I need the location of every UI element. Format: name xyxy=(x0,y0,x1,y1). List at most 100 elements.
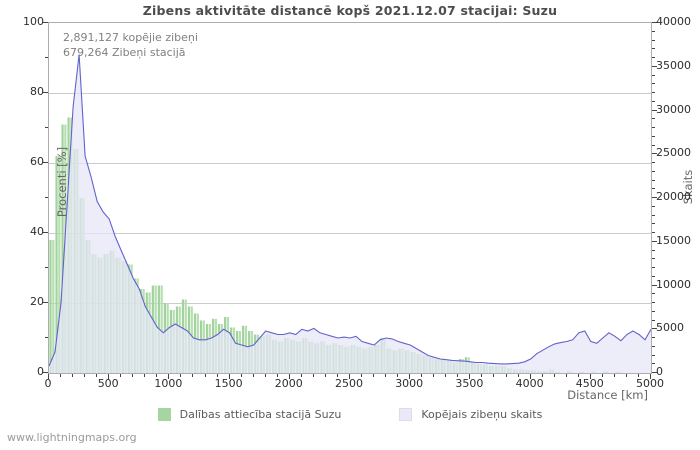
x-tick xyxy=(433,374,435,377)
y-right-tick-label: 30000 xyxy=(656,102,691,116)
x-tick xyxy=(180,374,182,377)
y-left-tick xyxy=(45,57,48,58)
legend: Dalības attiecība stacijā Suzu Kopējais … xyxy=(0,408,700,421)
x-tick xyxy=(650,374,651,379)
x-tick-label: 4500 xyxy=(575,377,604,390)
x-tick xyxy=(493,374,495,377)
x-tick xyxy=(288,374,290,379)
y-right-tick xyxy=(652,284,657,286)
y-right-tick xyxy=(652,267,655,268)
y-right-tick xyxy=(652,205,655,207)
y-right-tick xyxy=(652,345,655,347)
y-right-tick xyxy=(652,30,655,32)
x-tick-label: 5000 xyxy=(636,377,664,390)
x-tick xyxy=(192,374,194,377)
y-right-tick xyxy=(652,57,655,58)
x-tick xyxy=(589,374,591,379)
x-tick xyxy=(60,374,62,377)
y-right-tick xyxy=(652,363,655,365)
y-right-tick xyxy=(652,354,655,356)
plot-svg xyxy=(49,54,651,373)
x-tick xyxy=(445,374,447,377)
y-right-tick xyxy=(652,74,655,76)
y-right-tick-label: 35000 xyxy=(656,58,691,72)
x-tick xyxy=(457,374,459,377)
y-right-tick xyxy=(652,39,655,41)
x-tick xyxy=(577,374,579,377)
y-right-tick xyxy=(652,22,657,23)
x-tick-label: 3500 xyxy=(455,377,484,390)
y-left-tick xyxy=(43,22,48,23)
chart-title: Zibens aktivitāte distancē kopš 2021.12.… xyxy=(142,3,558,18)
y-right-tick xyxy=(652,144,655,146)
x-tick xyxy=(132,374,134,377)
lavender-swatch-icon xyxy=(399,408,413,421)
y-left-tick xyxy=(43,302,48,303)
x-tick-label: 2000 xyxy=(274,377,303,390)
y-right-tick xyxy=(652,302,655,303)
x-tick xyxy=(252,374,254,377)
legend-label: Dalības attiecība stacijā Suzu xyxy=(179,408,342,421)
watermark: www.lightningmaps.org xyxy=(7,431,137,444)
x-tick xyxy=(349,374,350,379)
x-tick xyxy=(397,374,399,377)
y-left-tick-label: 40 xyxy=(30,225,44,238)
y-left-tick xyxy=(43,162,48,163)
x-tick xyxy=(72,374,74,377)
y-right-tick xyxy=(652,153,657,155)
legend-item-station-ratio: Dalības attiecība stacijā Suzu xyxy=(157,408,342,421)
x-tick-label: 4000 xyxy=(515,377,544,390)
y-right-tick xyxy=(652,249,655,251)
x-tick xyxy=(96,374,98,377)
y-right-tick xyxy=(652,372,657,373)
x-tick xyxy=(409,374,411,379)
x-tick xyxy=(204,374,206,377)
x-tick-label: 500 xyxy=(97,377,119,390)
x-tick xyxy=(48,374,49,379)
x-tick xyxy=(336,374,338,377)
x-tick xyxy=(144,374,146,377)
y-right-tick xyxy=(652,337,655,338)
y-left-tick xyxy=(45,267,48,268)
y-left-tick xyxy=(43,92,48,93)
x-tick xyxy=(637,374,639,377)
y-right-tick xyxy=(652,328,657,330)
y-left-tick-label: 80 xyxy=(30,85,44,98)
y-right-tick xyxy=(652,127,655,128)
plot-area: 2,891,127 kopējie zibeņi 679,264 Zibeņi … xyxy=(48,22,652,374)
y-right-tick xyxy=(652,240,657,242)
x-tick xyxy=(385,374,387,377)
y-right-tick xyxy=(652,162,655,163)
x-tick xyxy=(625,374,627,377)
y-right-tick-label: 40000 xyxy=(656,15,691,28)
x-tick xyxy=(120,374,122,377)
x-tick xyxy=(505,374,507,377)
y-right-tick xyxy=(652,275,655,277)
x-tick xyxy=(108,374,110,379)
y-right-tick-label: 0 xyxy=(656,365,663,378)
x-tick-label: 3000 xyxy=(395,377,424,390)
x-tick xyxy=(517,374,519,377)
gridline xyxy=(49,303,651,304)
y-right-tick xyxy=(652,170,655,172)
x-tick xyxy=(312,374,314,377)
x-tick xyxy=(421,374,423,377)
y-right-tick xyxy=(652,109,657,111)
y-right-tick xyxy=(652,83,655,85)
y-right-tick xyxy=(652,179,655,181)
x-tick-label: 1000 xyxy=(154,377,183,390)
y-right-tick-label: 15000 xyxy=(656,233,691,247)
x-tick xyxy=(529,374,531,379)
y-right-tick-label: 25000 xyxy=(656,146,691,160)
x-tick xyxy=(553,374,555,377)
line-series-total-count xyxy=(49,54,651,367)
gridline xyxy=(49,233,651,234)
y-left-tick xyxy=(45,127,48,128)
y-left-tick xyxy=(43,232,48,233)
gridline xyxy=(49,163,651,164)
green-swatch-icon xyxy=(157,408,171,421)
x-tick xyxy=(156,374,158,377)
y-left-tick-label: 100 xyxy=(23,15,44,28)
y-right-tick-label: 20000 xyxy=(656,190,691,203)
y-left-axis-title: Procenti [%] xyxy=(55,146,69,218)
